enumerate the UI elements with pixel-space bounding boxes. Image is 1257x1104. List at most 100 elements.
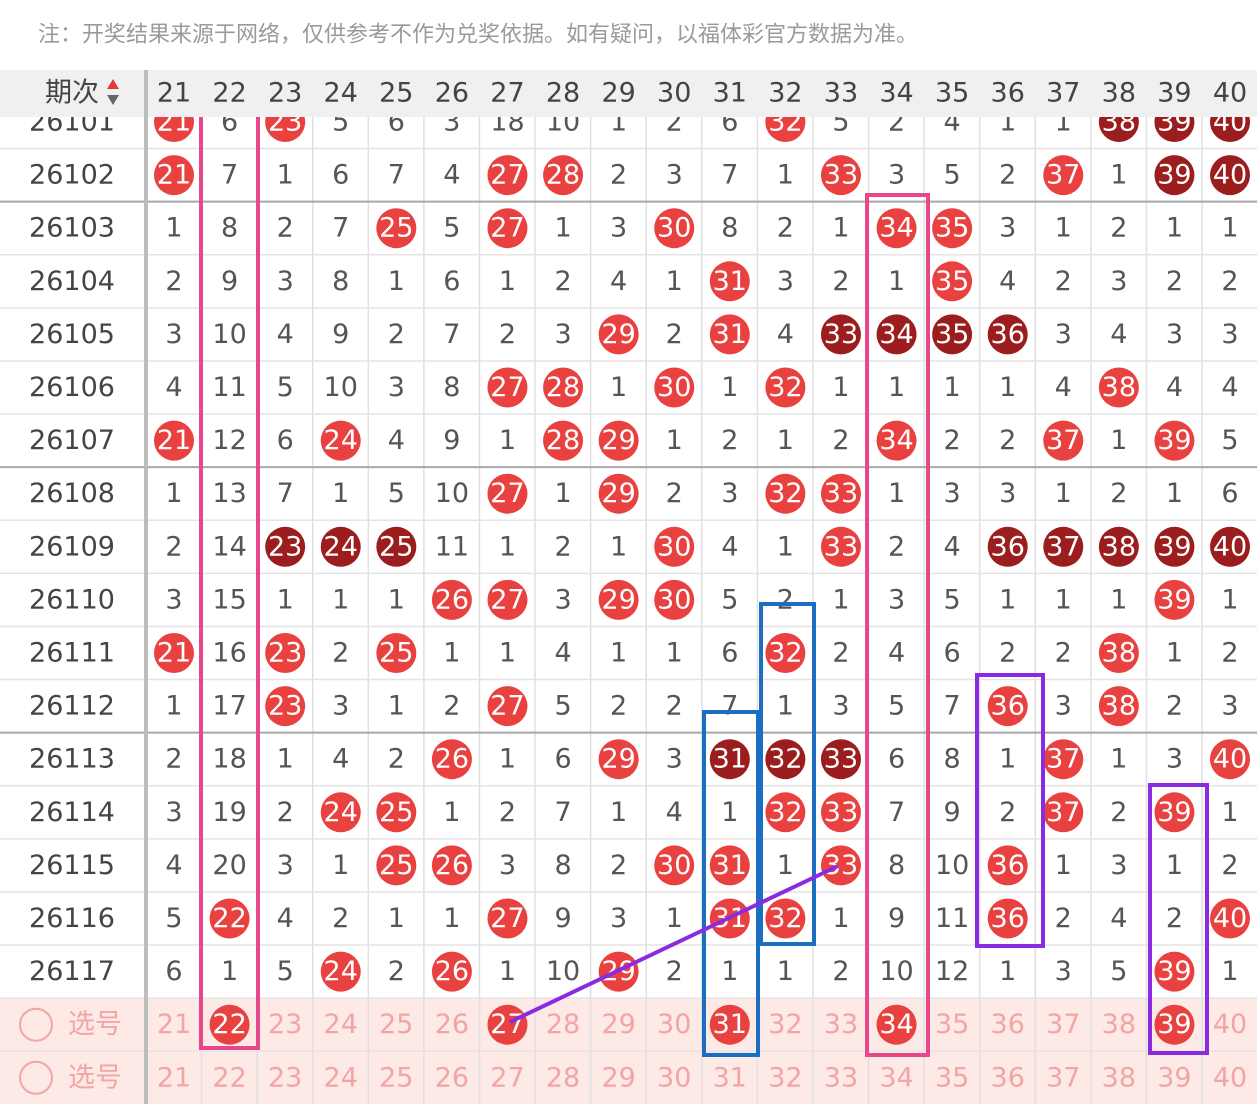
- cell-number[interactable]: 35: [935, 1009, 969, 1040]
- ball-number: 23: [268, 691, 302, 722]
- cell-number: 2: [721, 425, 738, 456]
- ball: [1210, 739, 1251, 780]
- highlight-box: [1148, 783, 1209, 1055]
- cell-number[interactable]: 24: [324, 1009, 358, 1040]
- sort-up[interactable]: [107, 79, 119, 89]
- ball-number: 26: [435, 850, 469, 881]
- ball-number: 27: [490, 160, 524, 191]
- cell-number[interactable]: 34: [879, 1062, 913, 1093]
- ball: [376, 792, 417, 833]
- cell-number: 1: [388, 266, 405, 297]
- cell-number: 1: [832, 372, 849, 403]
- cell-number[interactable]: 26: [435, 1009, 469, 1040]
- cell-number: 2: [1221, 638, 1238, 669]
- cell-number: 1: [332, 584, 349, 615]
- ball: [1098, 633, 1139, 673]
- cell-number[interactable]: 33: [824, 1009, 858, 1040]
- ball-number: 24: [324, 425, 358, 456]
- cell-number[interactable]: 40: [1213, 1009, 1247, 1040]
- cell-number[interactable]: 36: [991, 1062, 1025, 1093]
- cell-number[interactable]: 26: [435, 1062, 469, 1093]
- cell-number: 5: [1221, 425, 1238, 456]
- pick-option[interactable]: [19, 1060, 53, 1095]
- cell-number[interactable]: 37: [1046, 1062, 1080, 1093]
- cell-number[interactable]: 23: [268, 1009, 302, 1040]
- cell-number[interactable]: 28: [546, 1062, 580, 1093]
- ball-number: 21: [157, 638, 191, 669]
- ball-number: 39: [1157, 425, 1191, 456]
- cell-number: 4: [1166, 372, 1183, 403]
- cell-number: 1: [499, 638, 516, 669]
- cell-number: 2: [777, 584, 794, 615]
- cell-number[interactable]: 29: [601, 1009, 635, 1040]
- cell-number[interactable]: 30: [657, 1009, 691, 1040]
- ball-number: 39: [1157, 107, 1191, 138]
- ball-number: 29: [601, 478, 635, 509]
- cell-number: 2: [832, 266, 849, 297]
- cell-number[interactable]: 35: [935, 1062, 969, 1093]
- cell-number[interactable]: 21: [157, 1009, 191, 1040]
- cell-number: 1: [499, 266, 516, 297]
- cell-number: 6: [165, 956, 182, 987]
- cell-number[interactable]: 33: [824, 1062, 858, 1093]
- cell-number[interactable]: 30: [657, 1062, 691, 1093]
- cell-number[interactable]: 23: [268, 1062, 302, 1093]
- cell-number[interactable]: 32: [768, 1009, 802, 1040]
- cell-number: 2: [388, 744, 405, 775]
- ball: [820, 739, 861, 780]
- cell-number: 2: [1166, 691, 1183, 722]
- ball-number[interactable]: 34: [879, 1009, 913, 1040]
- cell-number[interactable]: 25: [379, 1062, 413, 1093]
- cell-number: 1: [1055, 213, 1072, 244]
- pick-option[interactable]: [19, 1007, 53, 1042]
- cell-number[interactable]: 29: [601, 1062, 635, 1093]
- cell-number: 18: [490, 107, 524, 138]
- period: 26112: [29, 691, 115, 722]
- sort-down[interactable]: [107, 95, 119, 105]
- cell-number[interactable]: 38: [1102, 1009, 1136, 1040]
- cell-number[interactable]: 24: [324, 1062, 358, 1093]
- cell-number[interactable]: 37: [1046, 1009, 1080, 1040]
- cell-number: 1: [1055, 584, 1072, 615]
- ball: [376, 633, 417, 673]
- ball-number[interactable]: 39: [1157, 1009, 1191, 1040]
- ball-number[interactable]: 22: [212, 1009, 246, 1040]
- cell-number[interactable]: 36: [991, 1009, 1025, 1040]
- ball: [265, 686, 306, 727]
- ball: [1210, 526, 1251, 567]
- ball-number: 35: [935, 266, 969, 297]
- cell-number[interactable]: 38: [1102, 1062, 1136, 1093]
- cell-number[interactable]: 39: [1157, 1062, 1191, 1093]
- cell-number: 4: [443, 160, 460, 191]
- cell-number: 1: [666, 266, 683, 297]
- cell-number: 7: [388, 160, 405, 191]
- cell-number[interactable]: 40: [1213, 1062, 1247, 1093]
- ball: [1154, 579, 1195, 620]
- column-header: 27: [490, 78, 524, 109]
- column-header: 37: [1046, 78, 1080, 109]
- ball-number: 26: [435, 956, 469, 987]
- cell-number[interactable]: 22: [212, 1062, 246, 1093]
- ball: [1043, 155, 1084, 196]
- ball-number: 36: [991, 319, 1025, 350]
- ball-number[interactable]: 27: [490, 1009, 524, 1040]
- cell-number[interactable]: 27: [490, 1062, 524, 1093]
- ball-number: 26: [435, 744, 469, 775]
- ball: [154, 117, 194, 142]
- cell-number[interactable]: 31: [713, 1062, 747, 1093]
- ball-number: 33: [824, 850, 858, 881]
- cell-number[interactable]: 28: [546, 1009, 580, 1040]
- cell-number: 5: [832, 107, 849, 138]
- cell-number[interactable]: 32: [768, 1062, 802, 1093]
- cell-number[interactable]: 21: [157, 1062, 191, 1093]
- ball-number: 30: [657, 850, 691, 881]
- cell-number: 9: [944, 797, 961, 828]
- cell-number: 2: [832, 638, 849, 669]
- cell-number[interactable]: 25: [379, 1009, 413, 1040]
- column-header: 31: [713, 78, 747, 109]
- cell-number: 1: [1110, 584, 1127, 615]
- ball-number[interactable]: 31: [713, 1009, 747, 1040]
- cell-number: 1: [777, 531, 794, 562]
- ball: [765, 739, 806, 780]
- ball-number: 37: [1046, 744, 1080, 775]
